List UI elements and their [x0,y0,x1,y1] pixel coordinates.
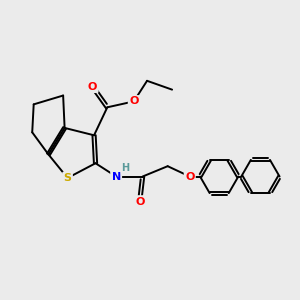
Text: O: O [135,196,144,206]
Text: O: O [129,96,139,106]
Text: O: O [88,82,97,92]
Text: H: H [122,163,130,173]
Text: S: S [64,173,72,183]
Text: N: N [112,172,121,182]
Text: O: O [185,172,194,182]
